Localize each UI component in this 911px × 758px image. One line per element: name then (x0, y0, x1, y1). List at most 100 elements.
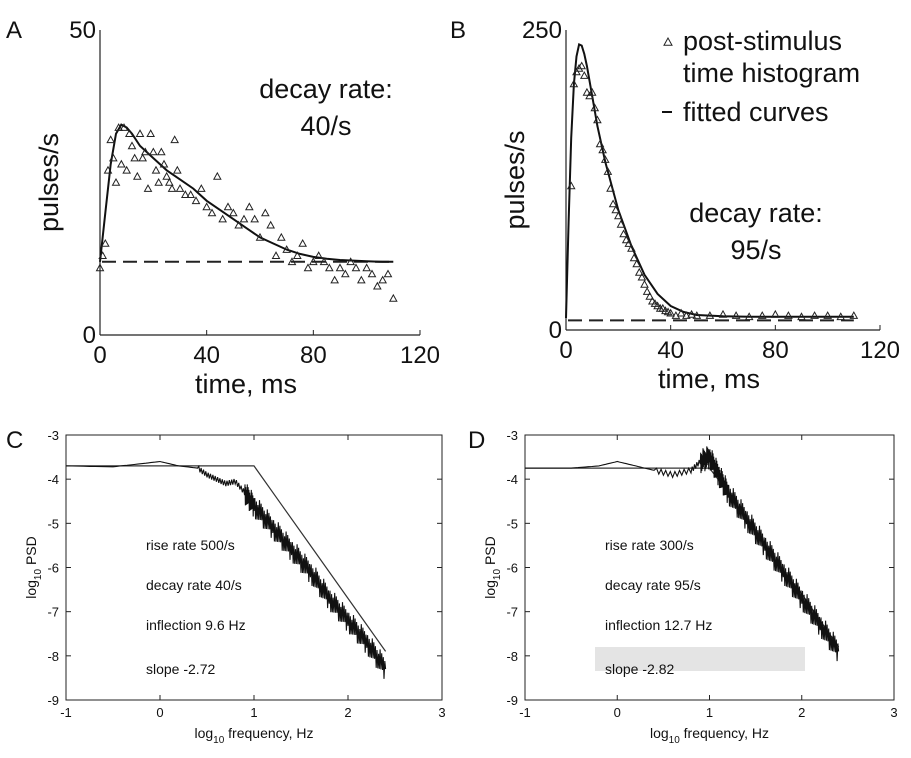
data-point (95, 263, 105, 272)
y-axis-label: log10 PSD (482, 536, 503, 599)
data-point (367, 269, 377, 278)
decay-rate-value: 40/s (300, 111, 351, 141)
data-point (356, 275, 366, 284)
data-point (148, 147, 158, 156)
data-point (757, 311, 767, 319)
x-tick-label: -1 (60, 705, 72, 720)
x-tick-label: 40 (193, 342, 220, 369)
data-point (218, 214, 228, 223)
data-point (574, 63, 584, 72)
x-tick-label: 40 (657, 337, 684, 364)
rise-rate-label: rise rate 300/s (605, 537, 694, 553)
data-point (616, 219, 626, 228)
data-point (640, 279, 649, 288)
x-axis-label: time, ms (195, 369, 297, 399)
y-tick-label: 0 (83, 322, 96, 349)
x-tick-label: 0 (559, 337, 572, 364)
data-point (287, 257, 297, 266)
data-point (362, 263, 372, 272)
fitted-curve (99, 123, 394, 263)
y-axis-label: pulses/s (34, 133, 64, 232)
data-point (718, 309, 728, 318)
data-point (106, 135, 116, 144)
data-point (292, 251, 302, 259)
psd-curve (65, 460, 387, 679)
x-tick-label: 2 (798, 705, 805, 720)
data-point (116, 159, 126, 168)
data-point (608, 199, 618, 208)
data-point (598, 145, 607, 154)
data-point (223, 202, 233, 211)
data-point (138, 153, 148, 162)
data-point (627, 243, 636, 252)
decay-rate-label: decay rate: (689, 198, 823, 228)
data-point (836, 312, 846, 321)
x-tick-label: 120 (400, 342, 440, 369)
y-tick-label: 250 (522, 17, 562, 44)
data-point (613, 211, 623, 220)
data-point (154, 177, 164, 186)
data-point (340, 269, 350, 278)
y-tick-label: -8 (47, 649, 59, 664)
data-point (632, 259, 641, 268)
slope-label: slope -2.72 (146, 661, 215, 677)
x-tick-label: 0 (614, 705, 621, 720)
data-point (569, 79, 579, 88)
data-point (346, 257, 356, 266)
data-point (629, 253, 639, 262)
y-tick-label: -6 (506, 561, 518, 576)
data-point (151, 165, 161, 174)
data-point (127, 141, 137, 150)
decay-rate-value: 95/s (730, 235, 781, 265)
y-tick-label: -3 (47, 428, 59, 443)
panel-label-b: B (450, 17, 466, 44)
data-point (228, 208, 238, 217)
decay-rate-label: decay rate 40/s (146, 577, 242, 593)
data-point (122, 165, 132, 174)
y-tick-label: -4 (506, 472, 518, 487)
data-point (186, 190, 196, 198)
data-point (731, 311, 741, 319)
data-point (603, 167, 613, 175)
data-point (298, 238, 308, 247)
legend-label-line1: post-stimulus (683, 26, 842, 56)
data-point (319, 257, 329, 266)
panel-d: -1 0 1 2 3 -3 -4 -5 -6 -7 -8 -9 log10 frequency, Hz l… (482, 428, 898, 746)
data-point (595, 139, 605, 148)
data-point (114, 123, 124, 131)
data-point (624, 239, 634, 247)
x-tick-label: -1 (519, 705, 531, 720)
data-point (744, 312, 754, 321)
y-axis-label: log10 PSD (23, 536, 44, 599)
data-point (167, 184, 177, 192)
data-point (282, 245, 292, 253)
x-tick-label: 120 (860, 337, 900, 364)
data-point (191, 196, 201, 205)
data-point (600, 155, 610, 163)
data-point (130, 153, 140, 162)
data-point (823, 311, 833, 319)
data-point (196, 184, 206, 192)
data-point (303, 263, 313, 272)
x-tick-label: 80 (762, 337, 789, 364)
data-point (770, 309, 780, 318)
x-tick-label: 3 (890, 705, 897, 720)
data-point (645, 291, 655, 300)
data-point (383, 269, 393, 278)
y-tick-label: -3 (506, 428, 518, 443)
data-point (587, 87, 597, 96)
data-point (308, 257, 318, 266)
y-tick-label: -9 (506, 693, 518, 708)
data-point (135, 129, 145, 137)
data-point (642, 287, 652, 295)
data-point (666, 308, 676, 317)
data-point (132, 171, 142, 180)
inflection-label: inflection 9.6 Hz (146, 617, 246, 633)
data-point (98, 251, 108, 259)
data-point (119, 123, 129, 131)
data-point (103, 165, 113, 174)
rise-rate-label: rise rate 500/s (146, 537, 235, 553)
data-point (212, 171, 222, 180)
fitted-curve (565, 42, 854, 319)
y-tick-label: -5 (47, 516, 59, 531)
